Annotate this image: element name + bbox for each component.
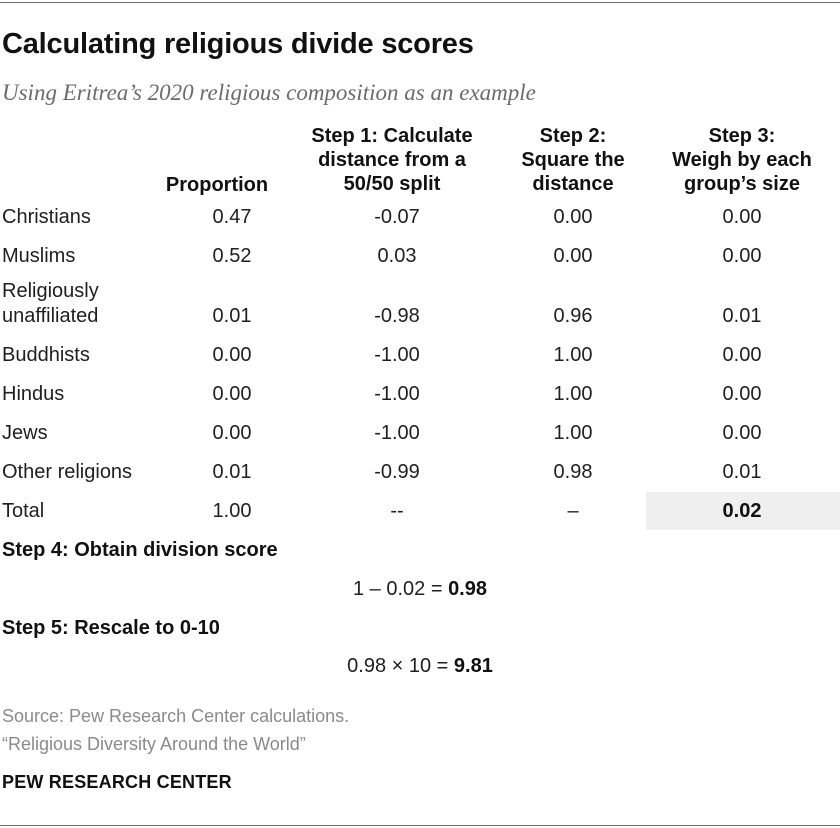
- total-proportion: 1.00: [212, 500, 252, 522]
- row-squared: 0.00: [553, 206, 593, 228]
- bottom-rule: [0, 825, 840, 826]
- step5-formula-text: 0.98 × 10 =: [347, 655, 454, 677]
- header-step3: Step 3: Weigh by each group’s size: [647, 124, 837, 196]
- row-weighted: 0.01: [722, 461, 762, 483]
- header-step2-line3: distance: [532, 173, 614, 195]
- row-weighted: 0.00: [722, 344, 762, 366]
- header-step3-line1: Step 3:: [708, 125, 776, 147]
- row-distance: -0.07: [374, 206, 420, 228]
- row-proportion: 0.52: [212, 245, 252, 267]
- row-label-other-religions: Other religions: [2, 461, 133, 483]
- row-proportion: 0.01: [212, 305, 252, 327]
- row-weighted: 0.00: [722, 422, 762, 444]
- row-label-christians: Christians: [2, 206, 91, 228]
- row-proportion: 0.00: [212, 344, 252, 366]
- total-distance: --: [390, 500, 404, 522]
- total-squared: –: [567, 500, 579, 522]
- row-squared: 1.00: [553, 422, 593, 444]
- total-highlight: [646, 492, 840, 530]
- header-step1: Step 1: Calculate distance from a 50/50 …: [297, 124, 487, 196]
- source-note: Source: Pew Research Center calculations…: [2, 706, 350, 726]
- row-squared: 0.96: [553, 305, 593, 327]
- row-distance: -1.00: [374, 422, 420, 444]
- step5-formula: 0.98 × 10 = 9.81: [0, 655, 840, 678]
- header-step2-line1: Step 2:: [539, 125, 607, 147]
- header-step1-line1: Step 1: Calculate: [311, 125, 473, 147]
- header-step3-line2: Weigh by each: [672, 149, 812, 171]
- total-weighted: 0.02: [722, 500, 762, 522]
- source-report-title: “Religious Diversity Around the World”: [2, 734, 306, 754]
- row-label-total: Total: [2, 500, 45, 522]
- header-step3-line3: group’s size: [684, 173, 800, 195]
- row-proportion: 0.47: [212, 206, 252, 228]
- row-proportion: 0.01: [212, 461, 252, 483]
- row-distance: -1.00: [374, 344, 420, 366]
- header-step1-line3: 50/50 split: [343, 173, 441, 195]
- page-title: Calculating religious divide scores: [2, 28, 474, 60]
- step5-result: 9.81: [453, 655, 493, 677]
- row-distance: -1.00: [374, 383, 420, 405]
- brand-logo-text: PEW RESEARCH CENTER: [2, 772, 232, 792]
- row-weighted: 0.00: [722, 206, 762, 228]
- step4-result: 0.98: [448, 578, 487, 600]
- row-label-muslims: Muslims: [2, 245, 76, 267]
- row-label-hindus: Hindus: [2, 383, 65, 405]
- row-weighted: 0.00: [722, 245, 762, 267]
- header-step2-line2: Square the: [521, 149, 625, 171]
- row-proportion: 0.00: [212, 422, 252, 444]
- row-label-unaffiliated-line1: Religiously: [2, 280, 99, 302]
- top-rule: [0, 2, 840, 3]
- row-squared: 1.00: [553, 344, 593, 366]
- row-label-unaffiliated-line2: unaffiliated: [2, 305, 99, 327]
- row-distance: 0.03: [377, 245, 417, 267]
- header-proportion: Proportion: [137, 173, 297, 197]
- header-proportion-text: Proportion: [165, 174, 269, 196]
- row-label-jews: Jews: [2, 422, 48, 444]
- row-squared: 1.00: [553, 383, 593, 405]
- row-proportion: 0.00: [212, 383, 252, 405]
- row-squared: 0.00: [553, 245, 593, 267]
- step4-formula-text: 1 – 0.02 =: [352, 578, 449, 600]
- page-subtitle: Using Eritrea’s 2020 religious compositi…: [2, 80, 536, 105]
- row-weighted: 0.00: [722, 383, 762, 405]
- row-distance: -0.98: [374, 305, 420, 327]
- row-label-buddhists: Buddhists: [2, 344, 90, 366]
- step5-label: Step 5: Rescale to 0-10: [2, 617, 220, 639]
- step4-label: Step 4: Obtain division score: [2, 539, 278, 561]
- header-step1-line2: distance from a: [318, 149, 466, 171]
- step4-formula: 1 – 0.02 = 0.98: [0, 578, 840, 601]
- row-weighted: 0.01: [722, 305, 762, 327]
- row-distance: -0.99: [374, 461, 420, 483]
- header-step2: Step 2: Square the distance: [478, 124, 668, 196]
- row-squared: 0.98: [553, 461, 593, 483]
